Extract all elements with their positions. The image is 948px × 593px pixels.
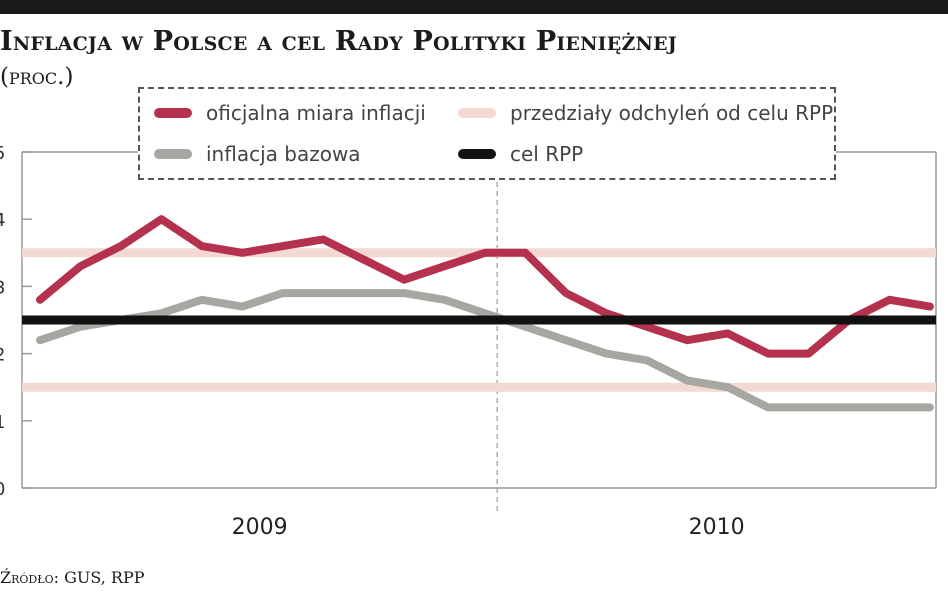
top-bar (0, 0, 948, 14)
legend-item-target: cel RPP (458, 142, 583, 166)
y-tick-label: 4 (0, 210, 5, 231)
legend-swatch-official (154, 108, 192, 118)
legend-label-core: inflacja bazowa (206, 142, 361, 166)
series-line-core (36, 289, 934, 412)
legend-item-official: oficjalna miara inflacji (154, 101, 426, 125)
legend-item-band: przedziały odchyleń od celu RPP (458, 101, 833, 125)
legend-label-target: cel RPP (510, 142, 584, 166)
legend-label-band: przedziały odchyleń od celu RPP (510, 101, 834, 125)
legend-swatch-target (458, 149, 496, 159)
y-tick-label: 5 (0, 143, 5, 164)
chart-subtitle: (proc.) (0, 64, 74, 90)
year-label-2009: 2009 (232, 515, 288, 540)
year-label-2010: 2010 (689, 515, 745, 540)
y-tick-label: 3 (0, 277, 5, 298)
series-line-official (36, 215, 934, 358)
y-tick-label: 2 (0, 345, 5, 366)
y-tick-label: 0 (0, 479, 5, 500)
legend-swatch-core (154, 149, 192, 159)
legend: oficjalna miara inflacji inflacja bazowa… (138, 87, 836, 180)
y-tick-label: 1 (0, 412, 5, 433)
source-note: Źródło: GUS, RPP (0, 568, 145, 587)
legend-label-official: oficjalna miara inflacji (206, 101, 426, 125)
legend-swatch-band (458, 108, 496, 118)
chart-title: Inflacja w Polsce a cel Rady Polityki Pi… (0, 26, 677, 57)
legend-item-core: inflacja bazowa (154, 142, 361, 166)
